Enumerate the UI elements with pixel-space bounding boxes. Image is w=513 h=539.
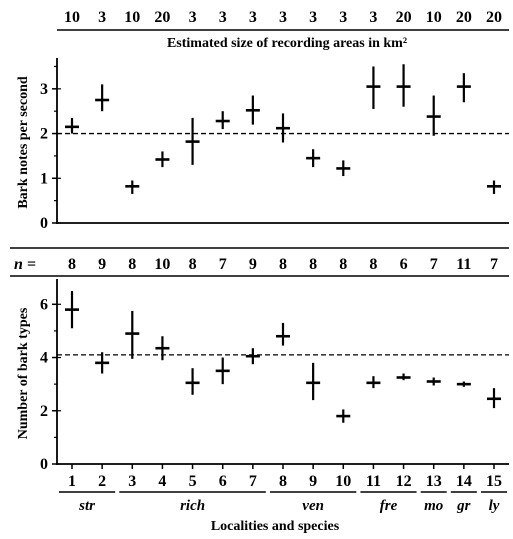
panel-bark-notes: 0 1 2 3 Bark notes per second <box>16 58 509 232</box>
n-value-label: 8 <box>309 256 317 273</box>
n-value-label: 8 <box>369 256 377 273</box>
x-tick-label: 4 <box>158 473 166 490</box>
area-size-label: 3 <box>249 9 257 26</box>
x-tick-label: 9 <box>309 473 317 490</box>
area-size-label: 3 <box>369 9 377 26</box>
x-tick-label: 13 <box>426 473 442 490</box>
n-value-label: 7 <box>219 256 227 273</box>
y-tick-label: 3 <box>40 81 48 98</box>
group-label: rich <box>180 498 205 514</box>
x-axis-title: Localities and species <box>211 519 340 534</box>
n-value-label: 8 <box>339 256 347 273</box>
group-label: ly <box>489 498 500 514</box>
y-tick-label: 2 <box>40 403 48 420</box>
n-value-label: 8 <box>68 256 76 273</box>
x-tick-label: 11 <box>366 473 381 490</box>
area-size-label: 3 <box>219 9 227 26</box>
top-header: 10 3 10 20 3 3 3 3 3 3 3 20 10 20 20 Estimated size of … <box>57 9 509 51</box>
area-size-label: 20 <box>154 9 170 26</box>
area-size-label: 3 <box>98 9 106 26</box>
n-value-label: 9 <box>249 256 257 273</box>
x-tick-label: 5 <box>189 473 197 490</box>
area-size-label: 3 <box>339 9 347 26</box>
x-tick-label: 1 <box>68 473 76 490</box>
area-size-label: 10 <box>426 9 442 26</box>
area-size-label: 10 <box>124 9 140 26</box>
n-value-label: 6 <box>400 256 408 273</box>
n-value-label: 7 <box>430 256 438 273</box>
area-size-label: 3 <box>279 9 287 26</box>
y-tick-label: 0 <box>40 456 48 473</box>
x-tick-label: 3 <box>128 473 136 490</box>
n-row: n = 8 9 8 10 8 7 9 8 8 8 8 6 7 11 7 <box>10 247 509 277</box>
y-tick-label: 2 <box>40 126 48 143</box>
y-axis-title: Number of bark types <box>16 307 31 439</box>
top-axis-title: Estimated size of recording areas in km² <box>167 36 407 51</box>
area-size-label: 20 <box>486 9 502 26</box>
y-tick-label: 1 <box>40 170 48 187</box>
n-value-label: 8 <box>279 256 287 273</box>
group-label: str <box>78 498 95 514</box>
panel-bark-types: 0 2 4 6 Number of bark types <box>16 279 509 473</box>
y-axis-title: Bark notes per second <box>16 76 31 209</box>
group-label: ven <box>302 498 324 514</box>
area-size-label: 3 <box>309 9 317 26</box>
x-tick-label: 8 <box>279 473 287 490</box>
area-size-label: 20 <box>456 9 472 26</box>
n-value-label: 8 <box>128 256 136 273</box>
x-tick-label: 7 <box>249 473 257 490</box>
group-label: fre <box>380 498 398 514</box>
group-label: gr <box>456 498 471 514</box>
n-label: n = <box>14 256 36 273</box>
n-value-label: 11 <box>456 256 471 273</box>
x-tick-label: 12 <box>396 473 412 490</box>
n-value-label: 10 <box>154 256 170 273</box>
area-size-label: 20 <box>396 9 412 26</box>
y-tick-label: 6 <box>40 296 48 313</box>
area-size-label: 3 <box>189 9 197 26</box>
x-tick-label: 15 <box>486 473 502 490</box>
x-tick-label: 10 <box>335 473 351 490</box>
y-tick-label: 4 <box>40 350 48 367</box>
n-value-label: 9 <box>98 256 106 273</box>
y-tick-label: 0 <box>40 215 48 232</box>
area-size-label: 10 <box>64 9 80 26</box>
x-tick-label: 2 <box>98 473 106 490</box>
group-label: mo <box>424 498 443 514</box>
n-value-label: 7 <box>490 256 498 273</box>
x-tick-label: 14 <box>456 473 472 490</box>
n-value-label: 8 <box>189 256 197 273</box>
x-tick-label: 6 <box>219 473 227 490</box>
